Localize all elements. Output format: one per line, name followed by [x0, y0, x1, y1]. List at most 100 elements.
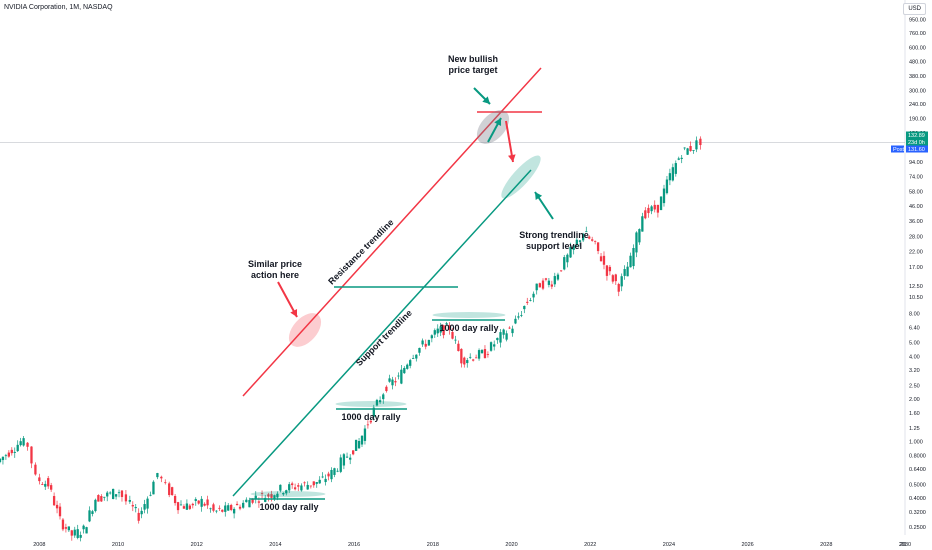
candle-body: [653, 204, 656, 210]
candle-body: [4, 455, 8, 457]
y-tick-label: 0.6400: [909, 467, 926, 473]
candle-body: [629, 255, 632, 268]
down-arrow-head: [508, 154, 516, 162]
candle-body: [339, 457, 342, 472]
post-tag-bg: [891, 145, 904, 153]
rally-highlight: [250, 491, 326, 497]
candle-body: [267, 494, 270, 497]
candle-body: [327, 473, 330, 477]
candle-body: [553, 276, 556, 285]
candle-body: [134, 507, 137, 509]
candle-body: [677, 158, 680, 160]
candle-body: [106, 492, 109, 497]
candle-body: [47, 478, 50, 487]
price-label-bg: [906, 145, 928, 153]
candle-body: [502, 329, 505, 335]
candle-body: [321, 476, 324, 478]
candle-body: [454, 339, 457, 341]
x-tick-label: 20: [900, 542, 906, 548]
candle-body: [662, 188, 666, 204]
candle-body: [599, 256, 603, 262]
candle-body: [330, 469, 333, 480]
support-trendline: [232, 169, 532, 497]
resistance-trendline: [242, 67, 542, 397]
y-tick-label: 0.2500: [909, 525, 926, 531]
candle-body: [10, 449, 13, 454]
candle-body: [221, 509, 224, 512]
candle-body: [318, 479, 321, 484]
candle-body: [224, 505, 227, 512]
candle-body: [514, 318, 517, 324]
candle-body: [100, 496, 103, 502]
candle-body: [85, 527, 88, 534]
candle-body: [391, 379, 394, 386]
y-tick-label: 12.50: [909, 284, 923, 290]
y-tick-label: 94.00: [909, 160, 923, 166]
candle-body: [273, 495, 276, 500]
candle-body: [626, 266, 629, 277]
y-tick-label: 950.00: [909, 17, 926, 23]
candle-body: [156, 473, 159, 478]
candle-body: [182, 506, 186, 509]
candle-body: [103, 496, 106, 498]
x-tick-label: 2008: [33, 542, 45, 548]
candle-body: [160, 476, 163, 479]
price-label-bg: [906, 131, 928, 139]
candle-body: [585, 231, 588, 233]
candle-body: [403, 367, 406, 374]
price-label: 132.89: [908, 133, 925, 139]
candle-body: [140, 510, 143, 515]
target-arrow-head: [482, 96, 490, 104]
candle-body: [644, 210, 647, 219]
candle-body: [489, 342, 493, 351]
candle-body: [61, 519, 65, 530]
candle-body: [659, 196, 663, 211]
candle-body: [535, 283, 538, 291]
candle-body: [508, 327, 511, 329]
y-tick-label: 1.60: [909, 411, 920, 417]
candle-body: [349, 457, 352, 460]
candle-body: [357, 440, 361, 449]
price-label: 131.60: [908, 147, 925, 153]
candle-body: [692, 150, 695, 151]
currency-badge[interactable]: USD: [903, 3, 926, 15]
candle-body: [203, 503, 206, 506]
candle-body: [686, 148, 689, 155]
candle-body: [209, 508, 212, 510]
candle-body: [641, 216, 644, 232]
candle-body: [212, 504, 215, 511]
candle-body: [457, 343, 460, 352]
candle-body: [242, 502, 245, 508]
rally-highlight: [335, 401, 407, 407]
candle-body: [689, 146, 692, 152]
candle-body: [52, 496, 56, 506]
candle-body: [442, 325, 445, 336]
up-arrow-head: [494, 118, 502, 126]
candle-body: [293, 487, 297, 490]
candle-body: [699, 138, 702, 146]
candle-body: [297, 485, 300, 487]
candle-body: [620, 276, 623, 287]
y-tick-label: 74.00: [909, 175, 923, 181]
candle-body: [647, 207, 650, 214]
x-tick-label: 2012: [191, 542, 203, 548]
similar-label: Similar price: [248, 259, 302, 269]
candle-body: [578, 240, 582, 242]
y-tick-label: 17.00: [909, 265, 923, 271]
candle-body: [520, 314, 523, 316]
candle-body: [30, 446, 33, 464]
candle-body: [351, 450, 355, 455]
candle-body: [73, 529, 76, 536]
support-arrow-head: [535, 192, 543, 200]
candle-body: [674, 163, 677, 174]
candle-body: [372, 407, 375, 417]
candle-body: [146, 498, 149, 509]
chart-title: NVIDIA Corporation, 1M, NASDAQ: [4, 4, 113, 11]
candle-body: [179, 504, 183, 506]
candle-body: [309, 485, 312, 487]
candle-body: [19, 441, 22, 446]
candle-body: [388, 378, 391, 382]
candle-body: [227, 505, 230, 511]
candle-body: [137, 512, 140, 521]
